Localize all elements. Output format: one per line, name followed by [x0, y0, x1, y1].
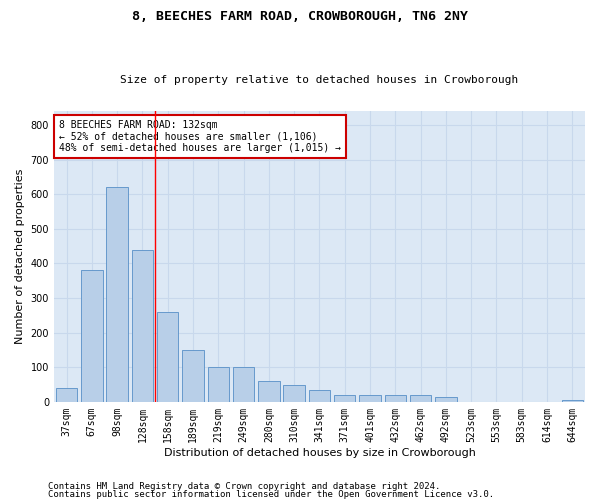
- Bar: [81, 270, 103, 402]
- Bar: [131, 250, 153, 402]
- Text: 8, BEECHES FARM ROAD, CROWBOROUGH, TN6 2NY: 8, BEECHES FARM ROAD, CROWBOROUGH, TN6 2…: [132, 10, 468, 23]
- Text: Contains HM Land Registry data © Crown copyright and database right 2024.: Contains HM Land Registry data © Crown c…: [48, 482, 440, 491]
- Bar: [309, 390, 330, 402]
- Bar: [410, 395, 431, 402]
- Bar: [233, 367, 254, 402]
- X-axis label: Distribution of detached houses by size in Crowborough: Distribution of detached houses by size …: [164, 448, 475, 458]
- Bar: [258, 381, 280, 402]
- Bar: [106, 188, 128, 402]
- Bar: [208, 367, 229, 402]
- Title: Size of property relative to detached houses in Crowborough: Size of property relative to detached ho…: [121, 76, 518, 86]
- Bar: [334, 395, 355, 402]
- Text: Contains public sector information licensed under the Open Government Licence v3: Contains public sector information licen…: [48, 490, 494, 499]
- Bar: [435, 396, 457, 402]
- Y-axis label: Number of detached properties: Number of detached properties: [15, 169, 25, 344]
- Bar: [157, 312, 178, 402]
- Bar: [359, 395, 381, 402]
- Bar: [56, 388, 77, 402]
- Bar: [385, 395, 406, 402]
- Bar: [182, 350, 204, 402]
- Bar: [283, 384, 305, 402]
- Bar: [562, 400, 583, 402]
- Text: 8 BEECHES FARM ROAD: 132sqm
← 52% of detached houses are smaller (1,106)
48% of : 8 BEECHES FARM ROAD: 132sqm ← 52% of det…: [59, 120, 341, 153]
